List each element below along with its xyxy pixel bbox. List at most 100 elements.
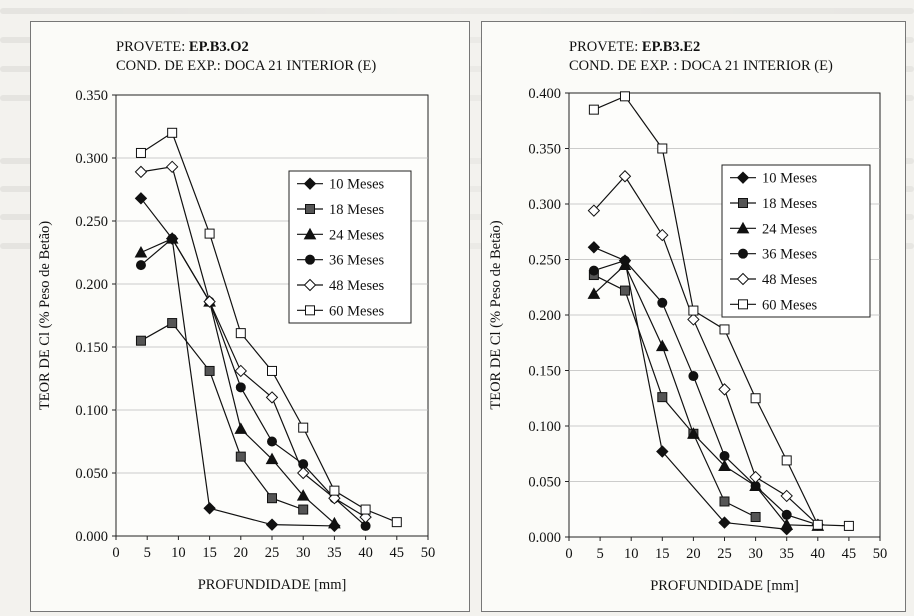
data-point	[296, 489, 310, 501]
data-point	[235, 328, 246, 339]
data-point	[718, 383, 731, 396]
data-point	[655, 339, 669, 352]
x-tick-label: 15	[202, 545, 217, 561]
data-point	[657, 392, 668, 403]
data-point	[618, 170, 632, 183]
data-point	[204, 228, 215, 239]
data-point	[329, 485, 340, 496]
series-line	[140, 322, 304, 511]
legend-marker	[736, 221, 750, 234]
data-point	[134, 165, 148, 179]
series	[135, 318, 309, 515]
data-point	[750, 512, 761, 523]
data-point	[687, 313, 700, 326]
y-tick-label: 0.200	[528, 308, 561, 324]
legend-marker	[305, 305, 315, 316]
data-point	[135, 260, 146, 271]
data-point	[235, 382, 246, 393]
x-tick-label: 20	[686, 546, 701, 562]
legend-marker	[738, 248, 748, 259]
y-tick-label: 0.250	[528, 253, 561, 269]
series-line	[593, 175, 819, 526]
x-tick-label: 5	[144, 545, 151, 561]
data-point	[203, 502, 216, 515]
data-point	[391, 517, 402, 528]
x-tick-label: 15	[655, 546, 670, 562]
x-tick-label: 45	[390, 545, 405, 561]
data-point	[265, 518, 279, 531]
chart-subtitle: COND. DE EXP. : DOCA 21 INTERIOR (E)	[569, 58, 833, 74]
chart-title: PROVETE: EP.B3.O2 COND. DE EXP.: DOCA 21…	[116, 38, 376, 76]
data-point	[234, 364, 248, 378]
data-point	[687, 427, 700, 439]
x-axis-label: PROFUNDIDADE [mm]	[650, 578, 799, 594]
legend-label: 18 Meses	[762, 196, 818, 212]
data-point	[267, 436, 277, 447]
chart-panel-left: PROVETE: EP.B3.O2 COND. DE EXP.: DOCA 21…	[30, 21, 470, 612]
data-point	[588, 104, 599, 115]
data-point	[267, 365, 277, 376]
legend: 10 Meses 18 Meses 24 Meses 36 Meses 48 Meses…	[288, 170, 412, 324]
legend-marker	[736, 272, 750, 286]
data-point	[843, 520, 854, 531]
data-point	[688, 371, 699, 382]
x-tick-label: 35	[327, 545, 342, 561]
x-tick-label: 35	[779, 546, 794, 562]
data-point	[328, 516, 341, 529]
data-point	[360, 504, 371, 515]
data-point	[135, 147, 146, 158]
legend-marker	[738, 198, 748, 208]
data-point	[296, 466, 310, 480]
data-point	[656, 228, 669, 242]
data-point	[656, 445, 669, 458]
legend-label: 36 Meses	[762, 247, 818, 263]
x-tick-label: 30	[748, 546, 763, 562]
chart-subtitle: COND. DE EXP.: DOCA 21 INTERIOR (E)	[116, 58, 377, 74]
legend-label: 24 Meses	[329, 227, 385, 243]
data-point	[234, 422, 248, 434]
data-point	[203, 295, 216, 308]
series-line	[593, 259, 818, 526]
y-tick-label: 0.050	[75, 466, 108, 482]
legend-marker	[305, 204, 315, 214]
y-tick-label: 0.150	[528, 364, 561, 380]
x-tick-label: 30	[296, 545, 311, 561]
data-point	[134, 192, 148, 205]
data-point	[265, 452, 279, 465]
data-point	[718, 516, 731, 529]
legend-label: 36 Meses	[329, 253, 385, 269]
x-tick-label: 0	[565, 546, 572, 562]
legend-label: 10 Meses	[329, 177, 385, 193]
legend-box	[288, 170, 412, 324]
title-prefix: PROVETE:	[569, 39, 642, 55]
series-line	[593, 264, 818, 527]
data-point	[719, 450, 730, 461]
x-tick-label: 10	[171, 545, 186, 561]
y-tick-label: 0.350	[75, 88, 108, 104]
chart-svg-right: 0.000 0.050 0.100 0.150 0.200 0.250 0.300 0.350…	[488, 86, 887, 594]
legend-label: 48 Meses	[762, 272, 818, 288]
series-line	[140, 237, 366, 527]
data-point	[134, 245, 148, 258]
data-point	[688, 305, 699, 316]
title-prefix: PROVETE:	[116, 39, 189, 55]
x-tick-label: 20	[234, 545, 249, 561]
title-id: EP.B3.O2	[188, 39, 249, 55]
y-axis-label: TEOR DE Cl (% Peso de Betão)	[37, 221, 53, 410]
series-line	[140, 166, 366, 518]
data-point	[781, 455, 792, 466]
legend-marker	[303, 177, 317, 190]
legend: 10 Meses 18 Meses 24 Meses 36 Meses 48 Meses…	[721, 164, 871, 318]
legend-marker	[736, 171, 750, 184]
y-tick-label: 0.100	[75, 403, 108, 419]
data-point	[749, 470, 762, 484]
chart-panel-right: PROVETE: EP.B3.E2 COND. DE EXP. : DOCA 2…	[481, 21, 906, 612]
series	[135, 233, 371, 531]
y-axis-label: TEOR DE Cl (% Peso de Betão)	[488, 220, 504, 409]
x-tick-label: 45	[842, 546, 857, 562]
data-point	[812, 519, 823, 530]
y-tick-label: 0.000	[528, 530, 561, 546]
data-point	[265, 391, 279, 404]
legend-marker	[303, 278, 317, 292]
x-tick-label: 25	[265, 545, 280, 561]
